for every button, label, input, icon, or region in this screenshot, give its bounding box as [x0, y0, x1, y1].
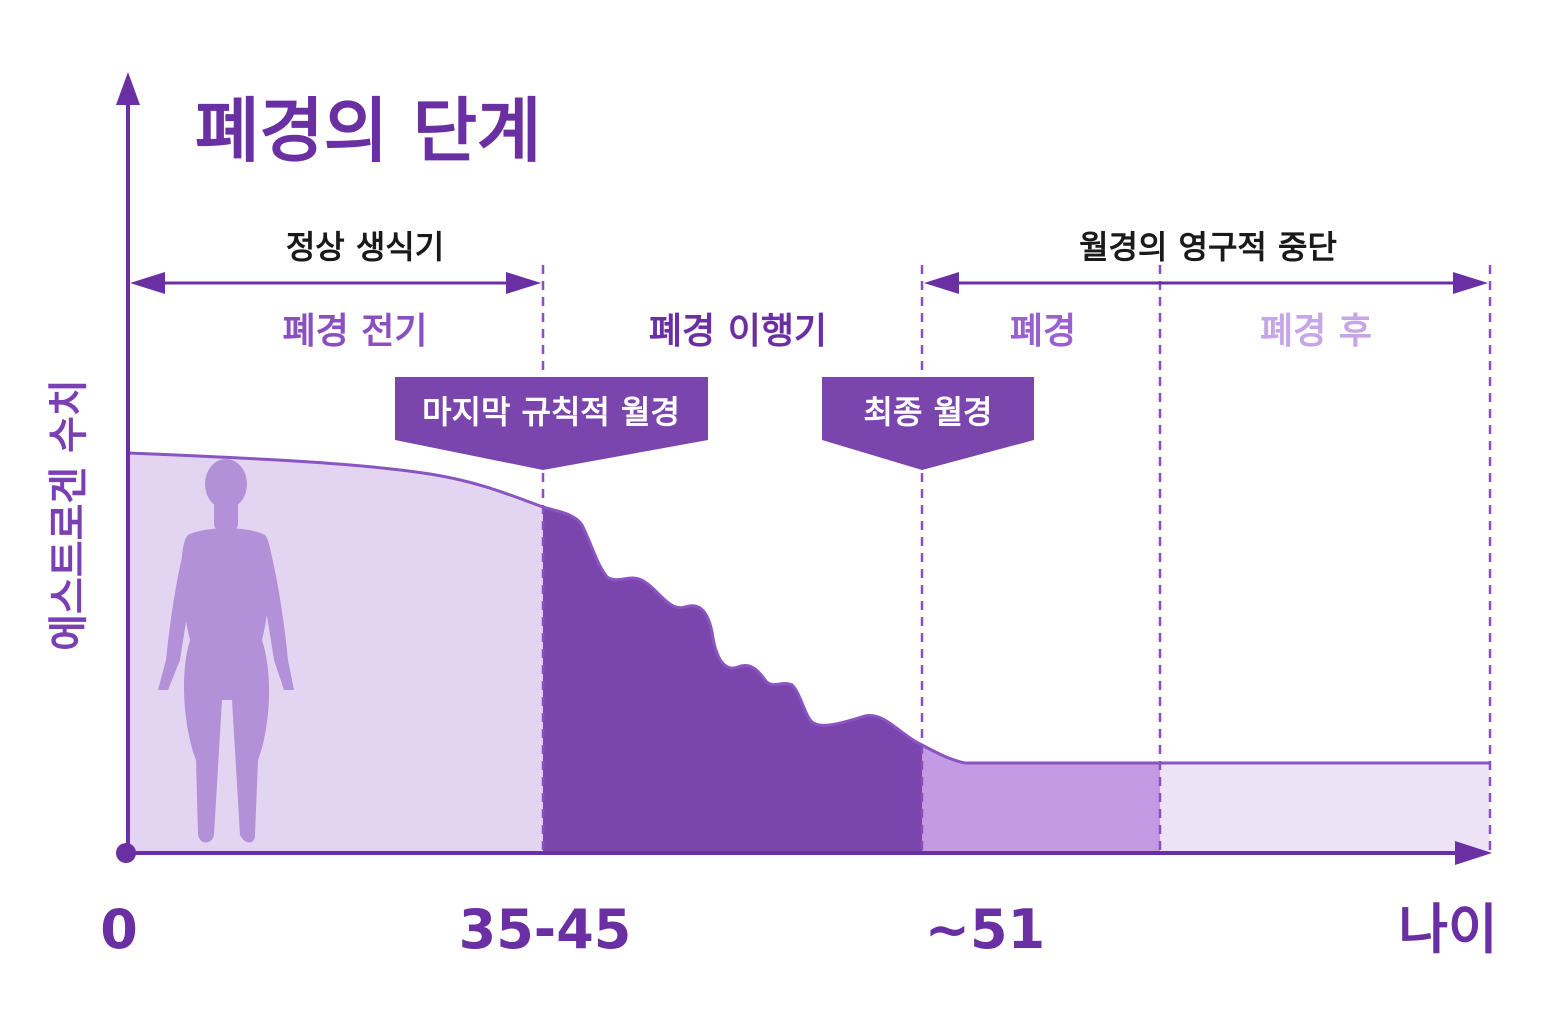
postmenopause-area	[1160, 763, 1490, 853]
menopausal-transition-area	[543, 507, 922, 853]
phase-label-premenopause: 폐경 전기	[282, 311, 427, 352]
diagram-title: 폐경의 단계	[195, 90, 541, 172]
cessation-span-arrow	[924, 272, 1488, 294]
span-label-reproductive: 정상 생식기	[286, 228, 444, 266]
right-arrowhead-icon	[506, 272, 541, 294]
woman-silhouette-icon	[158, 459, 294, 843]
menopause-area	[922, 745, 1160, 853]
phase-label-menopause: 폐경	[1010, 311, 1076, 352]
final-period-callout: 최종 월경	[822, 377, 1034, 470]
estrogen-level-areas	[127, 451, 1490, 853]
last-regular-period-label: 마지막 규칙적 월경	[422, 393, 680, 431]
estrogen-curve	[127, 451, 1490, 765]
x-tick-51: ~51	[925, 898, 1045, 961]
y-axis-arrow-icon	[116, 72, 140, 105]
phase-dividers	[541, 265, 1492, 853]
span-label-permanent-cessation: 월경의 영구적 중단	[1079, 228, 1337, 266]
right-arrowhead-icon	[1453, 272, 1488, 294]
phase-label-transition: 폐경 이행기	[649, 311, 827, 352]
x-axis-label: 나이	[1398, 898, 1497, 961]
left-arrowhead-icon	[924, 272, 959, 294]
x-tick-0: 0	[100, 898, 138, 961]
phase-label-postmenopause: 폐경 후	[1260, 311, 1372, 352]
final-period-label: 최종 월경	[864, 393, 993, 431]
x-tick-35-45: 35-45	[459, 898, 632, 961]
axes	[116, 72, 1492, 865]
last-regular-period-callout: 마지막 규칙적 월경	[395, 377, 708, 470]
left-arrowhead-icon	[130, 272, 165, 294]
origin-dot-icon	[116, 843, 136, 863]
reproductive-span-arrow	[130, 272, 541, 294]
y-axis-label: 에스트로겐 수치	[46, 379, 92, 651]
x-axis-arrow-icon	[1455, 841, 1492, 865]
